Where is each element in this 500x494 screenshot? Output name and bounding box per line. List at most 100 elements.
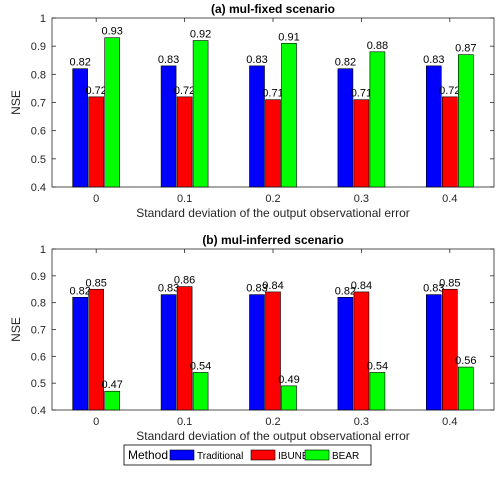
- bar-bear: [104, 390, 120, 411]
- bar-ibune: [441, 288, 458, 411]
- legend-label-ibune: IBUNE: [278, 451, 309, 462]
- y-tick-label: 0.8: [31, 69, 46, 81]
- data-label-ibune: 0.84: [262, 280, 283, 292]
- x-tick-label: 0.4: [442, 193, 457, 205]
- y-tick-label: 0.7: [31, 325, 46, 337]
- legend-label-traditional: Traditional: [197, 451, 243, 462]
- panel-b-ylabel: NSE: [9, 317, 23, 342]
- bar-traditional: [249, 65, 265, 188]
- bar-traditional: [425, 65, 442, 188]
- bar-ibune: [176, 96, 193, 188]
- data-label-bear: 0.54: [367, 360, 388, 372]
- bar-ibune: [265, 99, 281, 188]
- data-label-bear: 0.47: [101, 379, 122, 391]
- x-tick-label: 0.1: [177, 193, 192, 205]
- bar-bear: [281, 385, 297, 411]
- data-label-bear: 0.56: [455, 355, 476, 367]
- data-label-traditional: 0.83: [246, 283, 267, 295]
- legend-title: Method: [128, 448, 168, 462]
- panel-b-mul-inferred: (b) mul-inferred scenario NSE Standard d…: [9, 233, 495, 443]
- x-tick-label: 0.2: [265, 193, 280, 205]
- data-label-traditional: 0.83: [423, 283, 444, 295]
- bar-traditional: [337, 68, 354, 188]
- panel-b-title: (b) mul-inferred scenario: [202, 233, 343, 247]
- panel-a-title: (a) mul-fixed scenario: [211, 2, 335, 16]
- data-label-traditional: 0.82: [335, 285, 356, 297]
- y-tick-label: 0.5: [31, 378, 46, 390]
- data-label-ibune: 0.71: [351, 88, 372, 100]
- data-label-ibune: 0.84: [351, 280, 372, 292]
- bar-traditional: [160, 65, 177, 188]
- panel-a-mul-fixed: (a) mul-fixed scenario NSE Standard devi…: [9, 2, 495, 220]
- y-tick-label: 0.9: [31, 41, 46, 53]
- bar-traditional: [160, 294, 177, 411]
- panel-a-ylabel: NSE: [9, 90, 23, 115]
- bar-traditional: [425, 294, 442, 411]
- x-tick-label: 0.3: [354, 193, 369, 205]
- y-tick-label: 1: [40, 244, 46, 256]
- bar-ibune: [441, 96, 458, 188]
- bar-traditional: [249, 294, 265, 411]
- data-label-traditional: 0.83: [423, 54, 444, 66]
- x-tick-label: 0.2: [265, 416, 280, 428]
- y-tick-label: 1: [40, 13, 46, 25]
- bar-ibune: [88, 96, 104, 188]
- bar-bear: [281, 43, 297, 188]
- data-label-traditional: 0.83: [158, 283, 179, 295]
- bar-bear: [457, 54, 474, 188]
- data-label-bear: 0.88: [367, 40, 388, 52]
- panel-b-xlabel: Standard deviation of the output observa…: [136, 429, 410, 443]
- y-tick-label: 0.6: [31, 351, 46, 363]
- data-label-traditional: 0.82: [69, 285, 90, 297]
- bar-traditional: [72, 68, 88, 188]
- bar-traditional: [337, 296, 354, 411]
- y-tick-label: 0.9: [31, 271, 46, 283]
- bar-ibune: [353, 99, 370, 188]
- data-label-bear: 0.49: [278, 374, 299, 386]
- data-label-ibune: 0.72: [439, 85, 460, 97]
- data-label-bear: 0.54: [190, 360, 211, 372]
- x-tick-label: 0: [93, 416, 99, 428]
- bar-ibune: [353, 291, 370, 411]
- x-tick-label: 0.3: [354, 416, 369, 428]
- bar-bear: [369, 51, 386, 188]
- bar-bear: [192, 372, 209, 411]
- bar-bear: [192, 40, 209, 188]
- bar-ibune: [88, 288, 104, 411]
- data-label-traditional: 0.82: [335, 57, 356, 69]
- data-label-bear: 0.92: [190, 29, 211, 41]
- y-tick-label: 0.8: [31, 298, 46, 310]
- bar-ibune: [265, 291, 281, 411]
- bar-traditional: [72, 296, 88, 411]
- y-tick-label: 0.4: [31, 182, 46, 194]
- x-tick-label: 0.4: [442, 416, 457, 428]
- x-tick-label: 0: [93, 193, 99, 205]
- y-tick-label: 0.5: [31, 154, 46, 166]
- y-tick-label: 0.7: [31, 98, 46, 110]
- data-label-ibune: 0.71: [262, 88, 283, 100]
- data-label-ibune: 0.85: [439, 277, 460, 289]
- data-label-traditional: 0.83: [246, 54, 267, 66]
- bar-bear: [104, 37, 120, 188]
- bar-bear: [457, 366, 474, 411]
- legend: Method Traditional IBUNE BEAR: [123, 444, 372, 466]
- legend-label-bear: BEAR: [332, 451, 359, 462]
- x-tick-label: 0.1: [177, 416, 192, 428]
- y-tick-label: 0.6: [31, 126, 46, 138]
- data-label-ibune: 0.72: [85, 85, 106, 97]
- bar-ibune: [176, 286, 193, 411]
- legend-swatch-bear: [304, 449, 330, 461]
- y-tick-label: 0.4: [31, 405, 46, 417]
- legend-swatch-traditional: [169, 449, 195, 461]
- panel-a-xlabel: Standard deviation of the output observa…: [136, 206, 410, 220]
- data-label-ibune: 0.72: [174, 85, 195, 97]
- legend-swatch-ibune: [250, 449, 276, 461]
- data-label-traditional: 0.83: [158, 54, 179, 66]
- data-label-ibune: 0.85: [85, 277, 106, 289]
- data-label-bear: 0.93: [101, 26, 122, 38]
- data-label-traditional: 0.82: [69, 57, 90, 69]
- data-label-bear: 0.91: [278, 31, 299, 43]
- bar-bear: [369, 372, 386, 411]
- data-label-bear: 0.87: [455, 43, 476, 55]
